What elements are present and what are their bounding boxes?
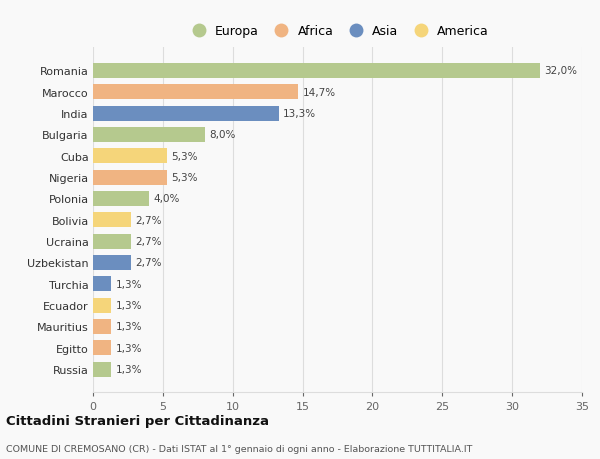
Text: 4,0%: 4,0% xyxy=(153,194,179,204)
Legend: Europa, Africa, Asia, America: Europa, Africa, Asia, America xyxy=(181,20,494,43)
Bar xyxy=(93,277,111,291)
Text: 1,3%: 1,3% xyxy=(115,364,142,375)
Bar xyxy=(93,362,111,377)
Bar xyxy=(93,256,131,270)
Bar xyxy=(93,149,167,164)
Bar xyxy=(93,128,205,143)
Text: 5,3%: 5,3% xyxy=(171,173,198,183)
Text: 2,7%: 2,7% xyxy=(135,215,161,225)
Bar xyxy=(93,319,111,334)
Bar xyxy=(93,191,149,207)
Bar xyxy=(93,213,131,228)
Bar xyxy=(93,298,111,313)
Text: 1,3%: 1,3% xyxy=(115,322,142,332)
Text: 13,3%: 13,3% xyxy=(283,109,316,119)
Text: 14,7%: 14,7% xyxy=(302,88,335,98)
Bar xyxy=(93,106,279,121)
Text: 5,3%: 5,3% xyxy=(171,151,198,162)
Bar xyxy=(93,64,540,79)
Text: 32,0%: 32,0% xyxy=(544,66,577,76)
Text: 1,3%: 1,3% xyxy=(115,343,142,353)
Bar xyxy=(93,341,111,356)
Text: 1,3%: 1,3% xyxy=(115,279,142,289)
Text: COMUNE DI CREMOSANO (CR) - Dati ISTAT al 1° gennaio di ogni anno - Elaborazione : COMUNE DI CREMOSANO (CR) - Dati ISTAT al… xyxy=(6,444,472,453)
Text: 8,0%: 8,0% xyxy=(209,130,235,140)
Text: 2,7%: 2,7% xyxy=(135,258,161,268)
Text: 2,7%: 2,7% xyxy=(135,237,161,246)
Bar xyxy=(93,234,131,249)
Bar xyxy=(93,170,167,185)
Bar xyxy=(93,85,298,100)
Text: 1,3%: 1,3% xyxy=(115,301,142,310)
Text: Cittadini Stranieri per Cittadinanza: Cittadini Stranieri per Cittadinanza xyxy=(6,414,269,428)
